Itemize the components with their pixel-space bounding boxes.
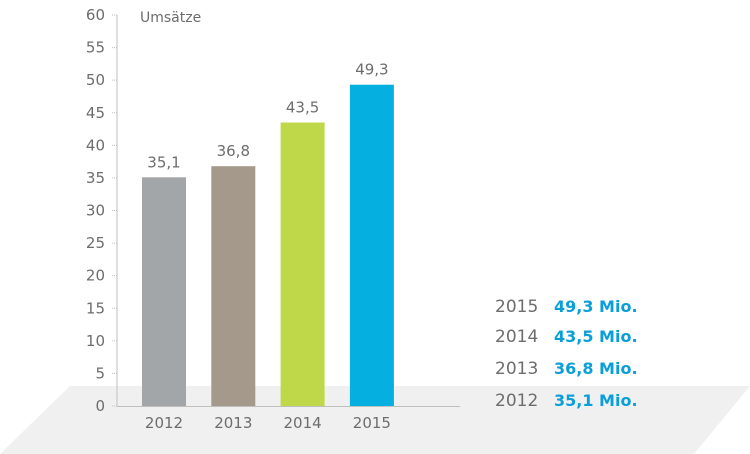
x-tick-label-2012: 2012 [145, 414, 183, 432]
bar-2014 [280, 122, 325, 407]
y-tick-label: 45 [86, 104, 105, 122]
x-tick-label-2015: 2015 [353, 414, 391, 432]
data-label-2013: 36,8 [217, 142, 250, 160]
legend-value: 35,1 Mio. [554, 391, 638, 410]
y-tick-label: 55 [86, 39, 105, 57]
y-tick-label: 50 [86, 71, 105, 89]
x-axis: 2012 2013 2014 2015 [117, 406, 460, 432]
legend-year: 2015 [495, 297, 538, 317]
bar-2012 [142, 177, 186, 406]
y-tick-label: 10 [86, 332, 105, 350]
chart-title: Umsätze [140, 10, 201, 26]
x-tick-label-2014: 2014 [284, 414, 322, 432]
legend-entry-2012: 2012 35,1 Mio. [495, 391, 638, 411]
legend-entry-2014: 2014 43,5 Mio. [495, 327, 638, 347]
y-tick-label: 20 [86, 267, 105, 285]
legend-value: 36,8 Mio. [554, 359, 638, 378]
y-tick-label: 15 [86, 299, 105, 317]
legend-year: 2013 [495, 359, 538, 379]
legend-value: 43,5 Mio. [554, 327, 638, 346]
y-tick-label: 40 [86, 136, 105, 154]
y-tick-label: 60 [86, 6, 105, 24]
data-label-2014: 43,5 [286, 99, 319, 117]
y-tick-label: 30 [86, 202, 105, 220]
legend-year: 2012 [495, 391, 538, 411]
legend-entry-2013: 2013 36,8 Mio. [495, 359, 638, 379]
legend: 2015 49,3 Mio.2014 43,5 Mio.2013 36,8 Mio.2… [495, 297, 638, 411]
data-label-2012: 35,1 [147, 153, 180, 171]
chart-floor [0, 386, 750, 454]
y-tick-label: 0 [95, 397, 105, 415]
bar-2013 [211, 166, 256, 406]
bars: 35,1 36,8 43,5 49,3 [142, 61, 394, 407]
x-tick-label-2013: 2013 [214, 414, 252, 432]
legend-value: 49,3 Mio. [554, 297, 638, 316]
y-tick-label: 35 [86, 169, 105, 187]
y-tick-label: 5 [95, 364, 105, 382]
y-axis: 0 5 10 15 20 25 30 35 40 45 50 55 60 [86, 6, 118, 415]
data-label-2015: 49,3 [355, 61, 388, 79]
bar-2015 [349, 84, 394, 406]
legend-year: 2014 [495, 327, 538, 347]
y-tick-label: 25 [86, 234, 105, 252]
legend-entry-2015: 2015 49,3 Mio. [495, 297, 638, 317]
